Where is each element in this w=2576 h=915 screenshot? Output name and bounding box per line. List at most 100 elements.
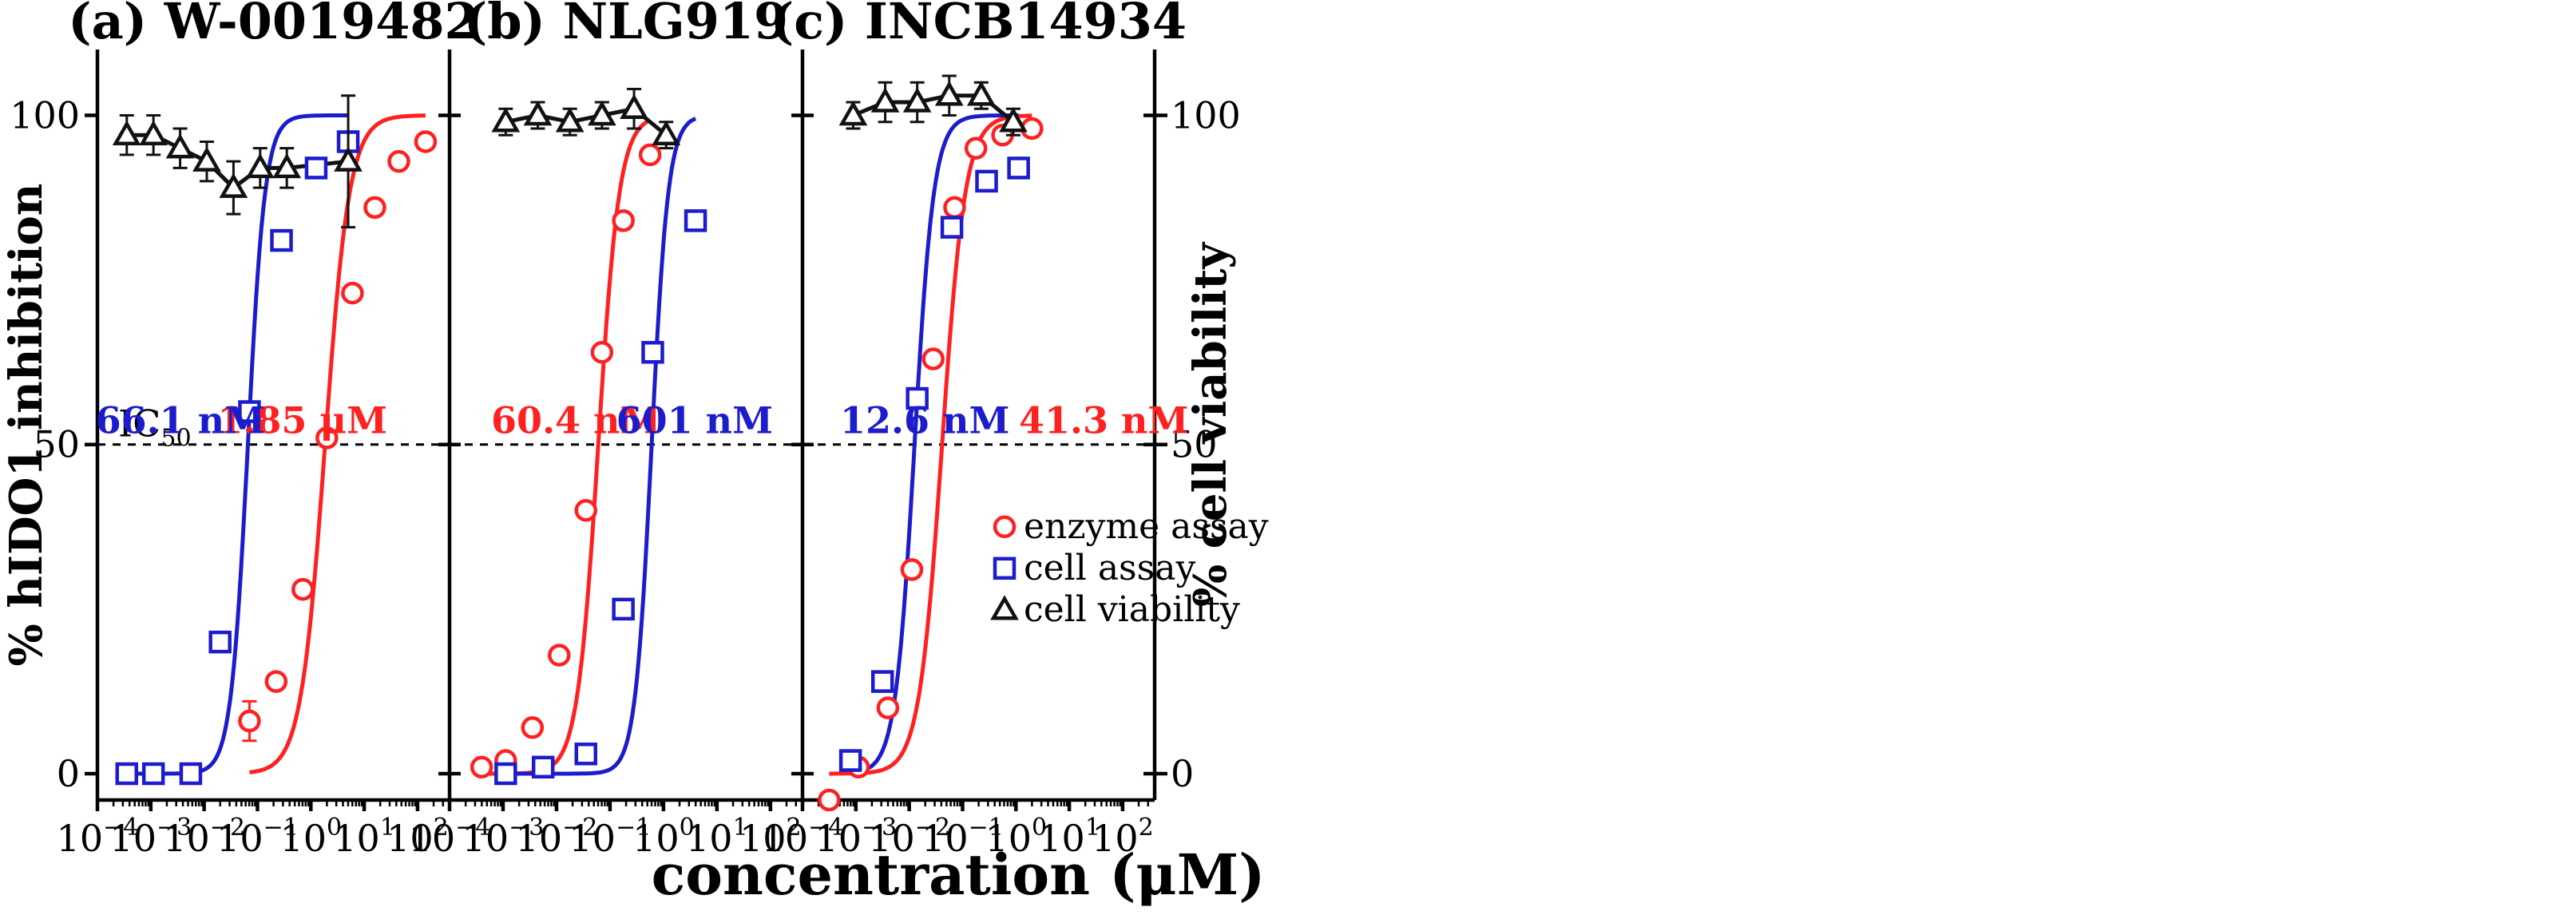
x-tick-label-base: 10	[163, 817, 210, 860]
viability-marker	[966, 81, 996, 106]
x-tick-label-exponent: −1	[616, 814, 651, 842]
enzyme-marker	[414, 130, 438, 153]
x-tick-label-base: 10	[985, 817, 1032, 860]
enzyme-marker	[993, 515, 1017, 539]
enzyme-marker	[341, 281, 364, 305]
enzyme-ic50-value: 41.3 nM	[1019, 399, 1188, 442]
cell-marker	[115, 762, 138, 786]
viability-marker	[491, 107, 521, 133]
enzyme-marker	[590, 341, 614, 364]
enzyme-marker	[387, 149, 410, 173]
x-tick-label-exponent: 2	[1139, 814, 1154, 842]
x-tick-label-base: 10	[409, 817, 456, 860]
cell-marker	[304, 156, 328, 180]
viability-marker	[587, 100, 616, 126]
x-tick-label-exponent: −2	[915, 814, 950, 842]
x-tick-label-exponent: −3	[862, 814, 897, 842]
x-tick-label: 10−2	[868, 814, 950, 860]
cell-ic50-value: 66.1 nM	[96, 399, 265, 442]
cell-ic50-value: 12.6 nM	[840, 399, 1009, 442]
enzyme-marker	[238, 709, 261, 733]
ic50-label: IC50	[118, 402, 192, 453]
x-tick-label-exponent: 0	[327, 814, 342, 842]
viability-marker	[990, 595, 1019, 620]
cell-fit-curve	[505, 117, 697, 776]
cell-marker	[270, 228, 293, 252]
panel-title: (b) NLG919	[464, 0, 788, 50]
cell-marker	[494, 762, 517, 786]
enzyme-marker	[818, 788, 841, 812]
viability-marker	[999, 107, 1028, 133]
cell-marker	[684, 209, 707, 232]
x-tick-label-exponent: 0	[680, 814, 695, 842]
cell-marker	[179, 762, 203, 786]
viability-marker	[555, 107, 585, 133]
x-tick-label-base: 10	[1092, 817, 1139, 860]
cell-marker	[574, 743, 598, 766]
x-tick-label-base: 10	[632, 817, 680, 860]
cell-marker	[870, 670, 894, 693]
enzyme-marker	[548, 644, 571, 667]
viability-marker	[112, 120, 141, 145]
panel-title: (c) INCB14934	[771, 0, 1187, 50]
x-tick-label-base: 10	[462, 817, 509, 860]
viability-marker	[192, 146, 221, 172]
x-tick-label: 10−3	[462, 814, 545, 860]
viability-marker	[165, 133, 195, 159]
x-tick-label-exponent: −4	[808, 814, 843, 842]
x-tick-label: 10−4	[409, 814, 491, 860]
x-tick-label-exponent: −2	[562, 814, 597, 842]
x-tick-label-exponent: −1	[969, 814, 1004, 842]
x-tick-label-exponent: −3	[509, 814, 544, 842]
cell-ic50-value: 601 nM	[616, 399, 773, 442]
cell-marker	[531, 755, 555, 779]
data-marker-layer	[112, 74, 1044, 812]
cell-marker	[975, 169, 998, 193]
enzyme-marker	[521, 716, 545, 739]
cell-marker	[612, 597, 635, 621]
x-tick-label-exponent: 0	[1032, 814, 1047, 842]
cell-marker	[838, 749, 862, 772]
x-tick-label: 100	[632, 814, 695, 860]
x-tick-label: 10−4	[57, 814, 139, 860]
x-tick-label-base: 10	[109, 817, 157, 860]
x-tick-label: 102	[386, 814, 449, 860]
enzyme-marker	[964, 137, 988, 160]
viability-marker	[902, 87, 932, 113]
viability-marker	[219, 172, 248, 198]
viability-marker	[620, 93, 648, 119]
y-tick-label-left: 0	[57, 752, 80, 795]
enzyme-marker	[574, 498, 598, 522]
cell-marker	[641, 341, 664, 364]
x-tick-label: 10−1	[216, 814, 299, 860]
x-tick-label-base: 10	[762, 817, 809, 860]
x-tick-label-base: 10	[279, 817, 327, 860]
x-tick-label-base: 10	[739, 817, 787, 860]
enzyme-marker	[291, 577, 315, 601]
viability-marker	[139, 120, 168, 145]
x-tick-label: 10−3	[814, 814, 897, 860]
y-tick-label-left: 100	[10, 93, 80, 137]
enzyme-marker	[638, 143, 662, 167]
x-tick-label: 101	[333, 814, 395, 860]
x-tick-label-base: 10	[57, 817, 104, 860]
viability-marker	[334, 146, 363, 172]
cell-marker	[993, 557, 1017, 580]
x-tick-label: 100	[279, 814, 342, 860]
cell-marker	[208, 630, 232, 654]
cell-marker	[1007, 156, 1030, 180]
enzyme-marker	[315, 426, 339, 450]
x-tick-label-base: 10	[868, 817, 915, 860]
panel-title: (a) W-0019482	[68, 0, 478, 50]
x-tick-label-base: 10	[516, 817, 563, 860]
legend-label-cell: cell assay	[1024, 548, 1195, 588]
x-tick-label-exponent: 2	[787, 814, 802, 842]
x-axis-label: concentration (μM)	[652, 842, 1266, 908]
enzyme-marker	[943, 196, 966, 220]
viability-marker	[523, 100, 553, 126]
x-tick-label: 10−4	[762, 814, 844, 860]
x-tick-label: 10−2	[163, 814, 245, 860]
enzyme-marker	[612, 209, 635, 232]
x-tick-label: 10−2	[516, 814, 598, 860]
y-tick-label-left: 50	[33, 423, 80, 466]
